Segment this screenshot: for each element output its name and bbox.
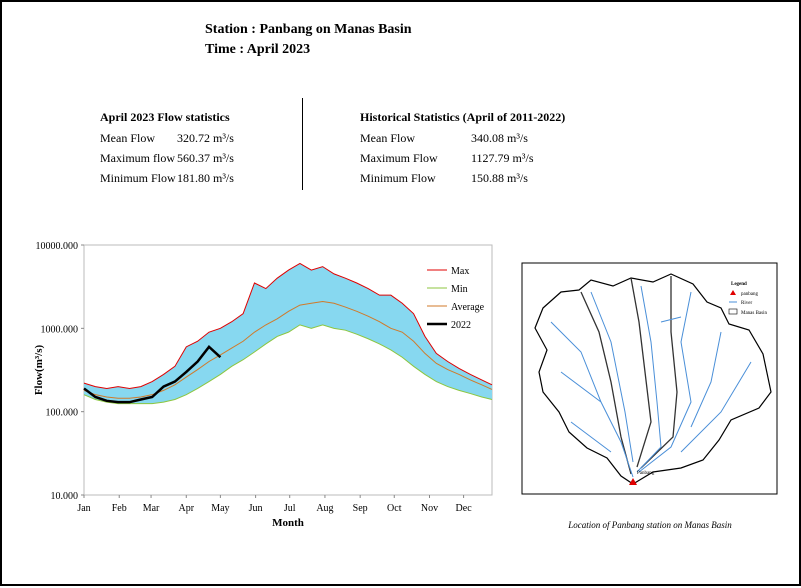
- x-tick-label: Aug: [316, 503, 333, 514]
- legend-icon: [730, 290, 736, 295]
- stat-value: 181.80 m³/s: [177, 171, 234, 185]
- x-tick-label: May: [211, 503, 229, 514]
- y-axis-label: Flow(m³/s): [33, 344, 45, 395]
- series-line: [83, 324, 493, 405]
- stat-label: Minimum Flow: [360, 171, 436, 185]
- chart: Flow(m³/s) Month 10.000 100.000 1000.000 10…: [33, 241, 493, 529]
- station-marker: [629, 478, 637, 485]
- y-tick-label: 100.000: [46, 408, 79, 419]
- stat-value: 320.72 m³/s: [177, 131, 234, 145]
- map-legend-title: Legend: [731, 282, 747, 287]
- basin-outline: [534, 273, 772, 485]
- x-tick-label: Dec: [456, 503, 473, 514]
- sub-basin-boundary: [580, 276, 678, 475]
- stat-label: Mean Flow: [100, 131, 155, 145]
- x-tick-label: Apr: [179, 503, 195, 514]
- x-tick-label: Jul: [284, 503, 296, 514]
- stat-label: Minimum Flow: [100, 171, 176, 185]
- stats-title: Historical Statistics (April of 2011-202…: [360, 110, 566, 124]
- series-line: [83, 262, 493, 389]
- station-title: Station : Panbang on Manas Basin: [205, 22, 412, 37]
- legend-label: Average: [451, 302, 485, 313]
- divider: [302, 98, 303, 190]
- map-legend-item: River: [741, 301, 752, 306]
- time-title: Time : April 2023: [205, 42, 311, 57]
- x-axis-label: Month: [272, 517, 304, 529]
- x-tick-label: Nov: [421, 503, 438, 514]
- range-band: [84, 263, 492, 404]
- stat-value: 150.88 m³/s: [471, 171, 528, 185]
- river: [550, 285, 752, 478]
- stat-label: Mean Flow: [360, 131, 415, 145]
- x-tick-label: Oct: [387, 503, 402, 514]
- legend-icon: [728, 308, 738, 315]
- y-tick-label: 10000.000: [36, 241, 79, 252]
- stat-value: 560.37 m³/s: [177, 151, 234, 165]
- y-tick-label: 1000.000: [41, 324, 79, 335]
- series-line: [83, 300, 493, 399]
- stat-value: 1127.79 m³/s: [471, 151, 534, 165]
- series-line: [83, 344, 222, 404]
- x-tick-label: Jun: [249, 503, 263, 514]
- map-caption: Location of Panbang station on Manas Bas…: [568, 520, 732, 530]
- legend-label: Max: [451, 266, 469, 277]
- x-tick-label: Sep: [353, 503, 368, 514]
- x-tick-label: Jan: [77, 503, 90, 514]
- station-label: Panbang: [637, 471, 655, 476]
- x-tick-label: Feb: [112, 503, 127, 514]
- map: Panbang Legend panbang River Manas Basin: [521, 262, 778, 495]
- stats-title: April 2023 Flow statistics: [100, 110, 230, 124]
- plot-area: [83, 244, 493, 496]
- stat-value: 340.08 m³/s: [471, 131, 528, 145]
- stat-label: Maximum Flow: [360, 151, 438, 165]
- y-tick-label: 10.000: [51, 491, 79, 502]
- stat-label: Maximum flow: [100, 151, 175, 165]
- map-legend-item: panbang: [741, 292, 758, 297]
- map-legend-item: Manas Basin: [741, 311, 767, 316]
- legend-label: Min: [451, 284, 468, 295]
- x-tick-label: Mar: [143, 503, 160, 514]
- legend-label: 2022: [451, 320, 471, 331]
